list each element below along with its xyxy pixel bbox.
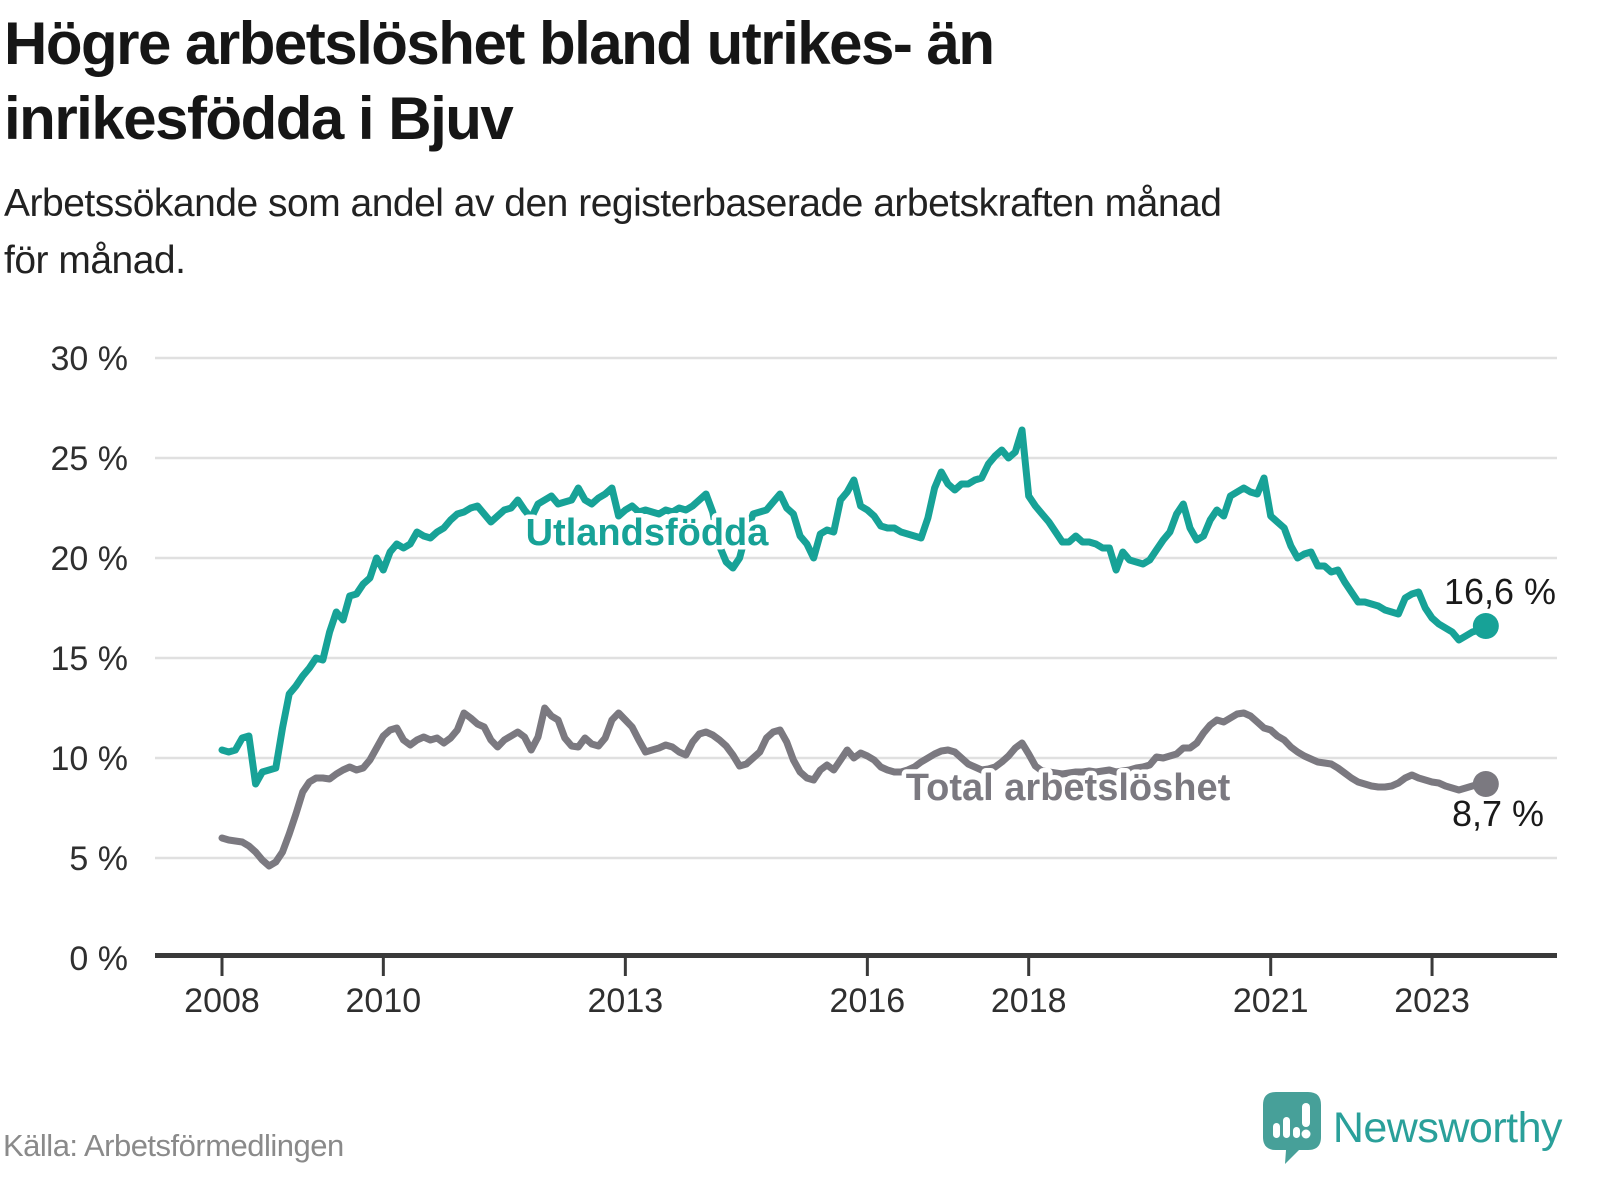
series-labels: Utlandsfödda 16,6 % Total arbetslöshet 8,7 … [521, 508, 1556, 835]
series-line-utlandsfodda [218, 426, 1490, 788]
y-tick-label-15: 15 % [51, 640, 129, 678]
series-line-total [218, 704, 1490, 870]
series-end-dot-total [1472, 771, 1499, 797]
y-tick-label-20: 20 % [51, 540, 129, 578]
title-line-2: inrikesfödda i Bjuv [4, 85, 514, 152]
brand-name: Newsworthy [1332, 1103, 1563, 1152]
end-value-label-total: 8,7 % [1452, 793, 1544, 834]
x-tick-label-2023: 2023 [1394, 982, 1470, 1020]
subtitle-line-2: för månad. [4, 238, 186, 282]
x-tick-label-2010: 2010 [346, 982, 422, 1020]
logo-exclamation-bar [1301, 1103, 1310, 1127]
logo-bar-1 [1272, 1123, 1280, 1138]
x-axis: 2008 2010 2013 2016 2018 2021 2023 [155, 953, 1557, 1020]
y-axis-labels: 0 % 5 % 10 % 15 % 20 % 25 % 30 % [51, 340, 129, 978]
x-tick-label-2016: 2016 [830, 982, 906, 1020]
logo-bar-2 [1282, 1117, 1290, 1138]
y-tick-label-5: 5 % [69, 840, 128, 878]
y-tick-label-30: 30 % [51, 340, 129, 378]
end-value-label-utlandsfodda: 16,6 % [1444, 571, 1556, 612]
source-note: Källa: Arbetsförmedlingen [3, 1128, 344, 1163]
subtitle-line-1: Arbetssökande som andel av den registerb… [4, 182, 1222, 225]
logo-speech-bubble [1262, 1092, 1321, 1164]
page-title: Högre arbetslöshet bland utrikes- än inri… [4, 6, 1564, 156]
y-tick-label-0: 0 % [69, 940, 128, 978]
series-label-utlandsfodda: Utlandsfödda [526, 512, 770, 554]
y-tick-label-10: 10 % [51, 740, 129, 778]
series-label-total: Total arbetslöshet [906, 767, 1231, 809]
newsworthy-logo-icon [1262, 1092, 1321, 1164]
x-tick-label-2008: 2008 [184, 982, 260, 1020]
series-lines [218, 426, 1499, 870]
logo-exclamation-dot [1301, 1129, 1311, 1139]
gridlines [155, 356, 1557, 860]
header: Högre arbetslöshet bland utrikes- än inri… [4, 6, 1564, 156]
logo-bar-3 [1292, 1127, 1300, 1138]
chart-subtitle: Arbetssökande som andel av den registerb… [4, 176, 1564, 289]
x-tick-label-2021: 2021 [1233, 982, 1309, 1020]
title-line-1: Högre arbetslöshet bland utrikes- än [4, 10, 995, 77]
y-tick-label-25: 25 % [51, 440, 129, 478]
x-tick-label-2018: 2018 [991, 982, 1067, 1020]
x-tick-label-2013: 2013 [588, 982, 664, 1020]
brand-footer: Newsworthy [1262, 1092, 1563, 1164]
series-end-dot-utlandsfodda [1472, 613, 1499, 639]
